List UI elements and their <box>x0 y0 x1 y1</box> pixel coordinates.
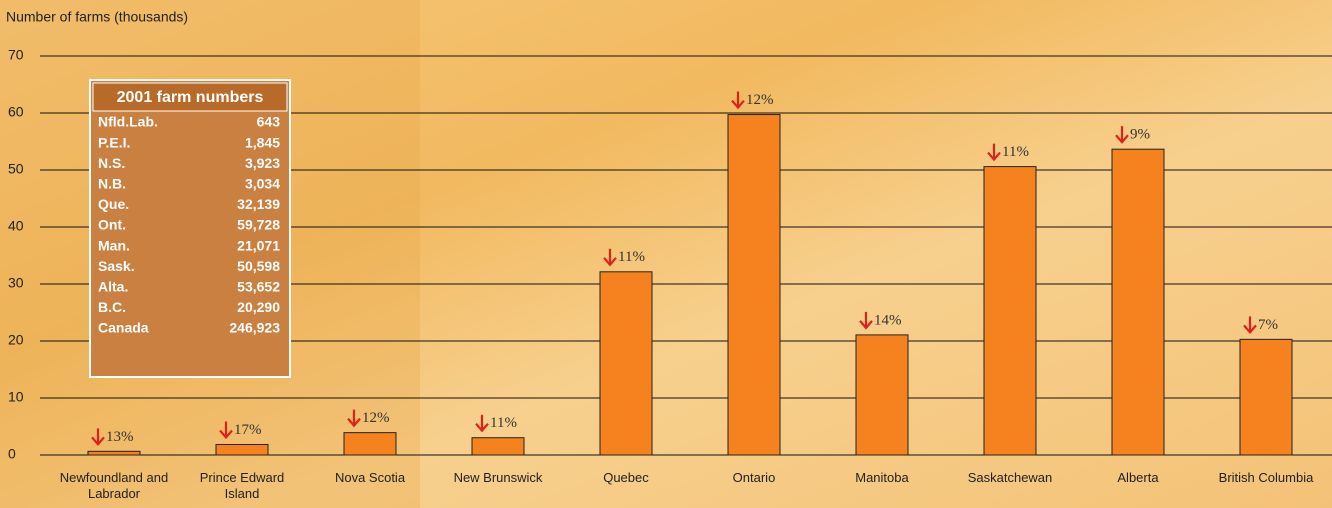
down-arrow <box>1115 126 1129 144</box>
down-arrow <box>987 143 1001 162</box>
table-region: Que. <box>98 196 129 212</box>
bar <box>727 114 781 456</box>
table-region: N.B. <box>98 176 126 192</box>
y-tick-label: 50 <box>8 161 24 177</box>
x-tick-label: New Brunswick <box>453 470 543 485</box>
y-tick-label: 60 <box>8 104 24 120</box>
bar <box>1111 148 1165 456</box>
bar <box>343 432 397 456</box>
x-tick-label: Saskatchewan <box>967 470 1053 485</box>
y-tick-label: 20 <box>8 332 24 348</box>
bar <box>215 443 269 456</box>
bar <box>471 437 525 456</box>
table-region: Nfld.Lab. <box>98 114 158 130</box>
table-count: 3,034 <box>245 176 280 192</box>
x-tick-label: Alberta <box>1117 470 1159 485</box>
table-title: 2001 farm numbers <box>117 89 264 106</box>
x-tick-label: Nova Scotia <box>334 470 406 485</box>
table-count: 50,598 <box>237 258 280 274</box>
down-arrow <box>347 409 361 428</box>
table-count: 3,923 <box>245 155 280 171</box>
table-count: 643 <box>257 114 281 130</box>
y-tick-label: 40 <box>8 218 24 234</box>
change-label: 9% <box>1130 127 1150 143</box>
table-region: Alta. <box>98 279 128 295</box>
x-tick-label: Ontario <box>732 470 776 485</box>
change-label: 14% <box>874 312 902 328</box>
table-header-box <box>92 82 288 112</box>
change-label: 7% <box>1258 317 1278 333</box>
bar <box>983 166 1037 456</box>
table-count: 21,071 <box>237 237 280 253</box>
y-tick-label: 70 <box>8 47 24 63</box>
down-arrow <box>219 421 233 440</box>
y-axis-label: Number of farms (thousands) <box>6 9 188 25</box>
table-region: Man. <box>98 237 130 253</box>
bar <box>855 334 909 456</box>
x-tick-label: Newfoundland and Labrador <box>59 470 169 501</box>
bar <box>87 450 141 456</box>
table-region: Ont. <box>98 217 126 233</box>
change-label: 11% <box>490 415 517 431</box>
table-region: N.S. <box>98 155 125 171</box>
table-box <box>89 79 291 378</box>
table-count: 32,139 <box>237 196 280 212</box>
down-arrow <box>731 91 745 110</box>
down-arrow <box>1243 316 1257 335</box>
down-arrow <box>603 248 617 267</box>
down-arrow <box>859 311 873 330</box>
y-tick-label: 10 <box>8 389 24 405</box>
bar <box>599 271 653 456</box>
table-region: Sask. <box>98 258 135 274</box>
x-tick-label: Manitoba <box>855 470 909 485</box>
down-arrow <box>475 414 489 433</box>
down-arrow <box>91 428 105 447</box>
table-count: 53,652 <box>237 279 280 295</box>
y-tick-label: 30 <box>8 275 24 291</box>
change-label: 12% <box>362 410 390 426</box>
table-count: 246,923 <box>229 320 280 336</box>
farm-table: 2001 farm numbers Nfld.Lab. 643 P.E.I. 1,845… <box>89 79 291 378</box>
change-label: 11% <box>1002 144 1029 160</box>
y-tick-label: 0 <box>8 446 16 462</box>
table-count: 59,728 <box>237 217 280 233</box>
change-label: 13% <box>106 429 134 445</box>
x-tick-label: Prince Edward Island <box>199 470 285 501</box>
bar <box>1239 338 1293 456</box>
table-region: P.E.I. <box>98 134 130 150</box>
x-tick-label: Quebec <box>603 470 649 485</box>
table-count: 1,845 <box>245 134 280 150</box>
table-count: 20,290 <box>237 299 280 315</box>
table-region: B.C. <box>98 299 126 315</box>
change-label: 11% <box>618 249 645 265</box>
change-label: 17% <box>234 422 262 438</box>
x-tick-label: British Columbia <box>1218 470 1314 485</box>
table-region: Canada <box>98 320 149 336</box>
change-label: 12% <box>746 92 774 108</box>
